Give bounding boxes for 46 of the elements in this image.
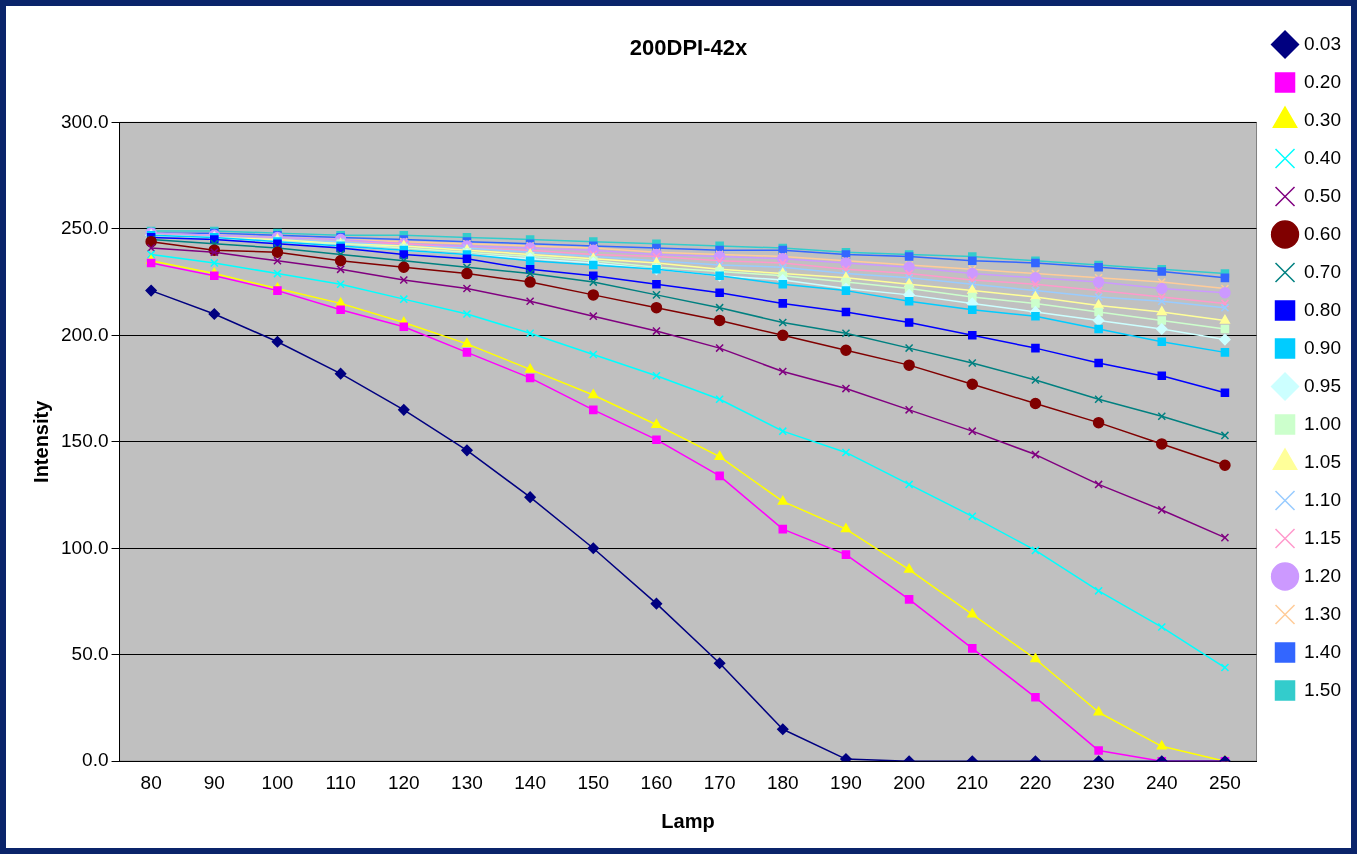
legend-label: 0.95 [1304,374,1341,396]
x-tick-label: 210 [956,771,989,793]
legend-label: 1.20 [1304,564,1341,586]
x-axis-title: Lamp [661,809,715,832]
legend-label: 0.60 [1304,222,1341,244]
x-tick-label: 90 [203,771,225,793]
legend-label: 0.40 [1304,146,1341,168]
legend-label: 1.05 [1304,450,1341,472]
x-tick-label: 160 [640,771,673,793]
x-tick-label: 230 [1082,771,1115,793]
x-tick-label: 130 [451,771,483,793]
x-tick-label: 200 [893,771,925,793]
x-tick-label: 190 [830,771,862,793]
legend-label: 0.80 [1304,298,1341,320]
x-tick-label: 110 [325,771,356,793]
x-tick-label: 250 [1209,771,1241,793]
legend-label: 1.10 [1304,488,1341,510]
x-tick-label: 140 [514,771,546,793]
x-tick-label: 120 [387,771,420,793]
legend-label: 1.30 [1304,602,1341,624]
x-tick-label: 170 [703,771,736,793]
x-tick-label: 240 [1145,771,1178,793]
chart-title: 200DPI-42x [629,35,748,61]
legend-label: 0.20 [1304,70,1341,92]
x-tick-label: 220 [1019,771,1052,793]
legend-label: 0.50 [1304,184,1341,206]
y-tick-label: 0.0 [82,749,109,771]
legend-label: 0.70 [1304,260,1341,282]
y-tick-label: 200.0 [61,323,109,345]
x-tick-label: 180 [766,771,799,793]
y-axis-title: Intensity [29,399,52,483]
legend-label: 1.15 [1304,526,1341,548]
legend-label: 1.40 [1304,640,1341,662]
y-tick-label: 50.0 [71,642,109,664]
legend-label: 1.50 [1304,678,1341,700]
legend-label: 1.00 [1304,412,1341,434]
x-tick-label: 100 [261,771,294,793]
x-tick-label: 80 [140,771,162,793]
x-tick-label: 150 [577,771,610,793]
y-tick-label: 150.0 [61,430,109,452]
legend-label: 0.30 [1304,108,1341,130]
legend-label: 0.03 [1304,32,1341,54]
y-tick-label: 100.0 [61,536,109,558]
y-tick-label: 300.0 [61,110,109,132]
y-tick-label: 250.0 [61,217,109,239]
legend-label: 0.90 [1304,336,1341,358]
